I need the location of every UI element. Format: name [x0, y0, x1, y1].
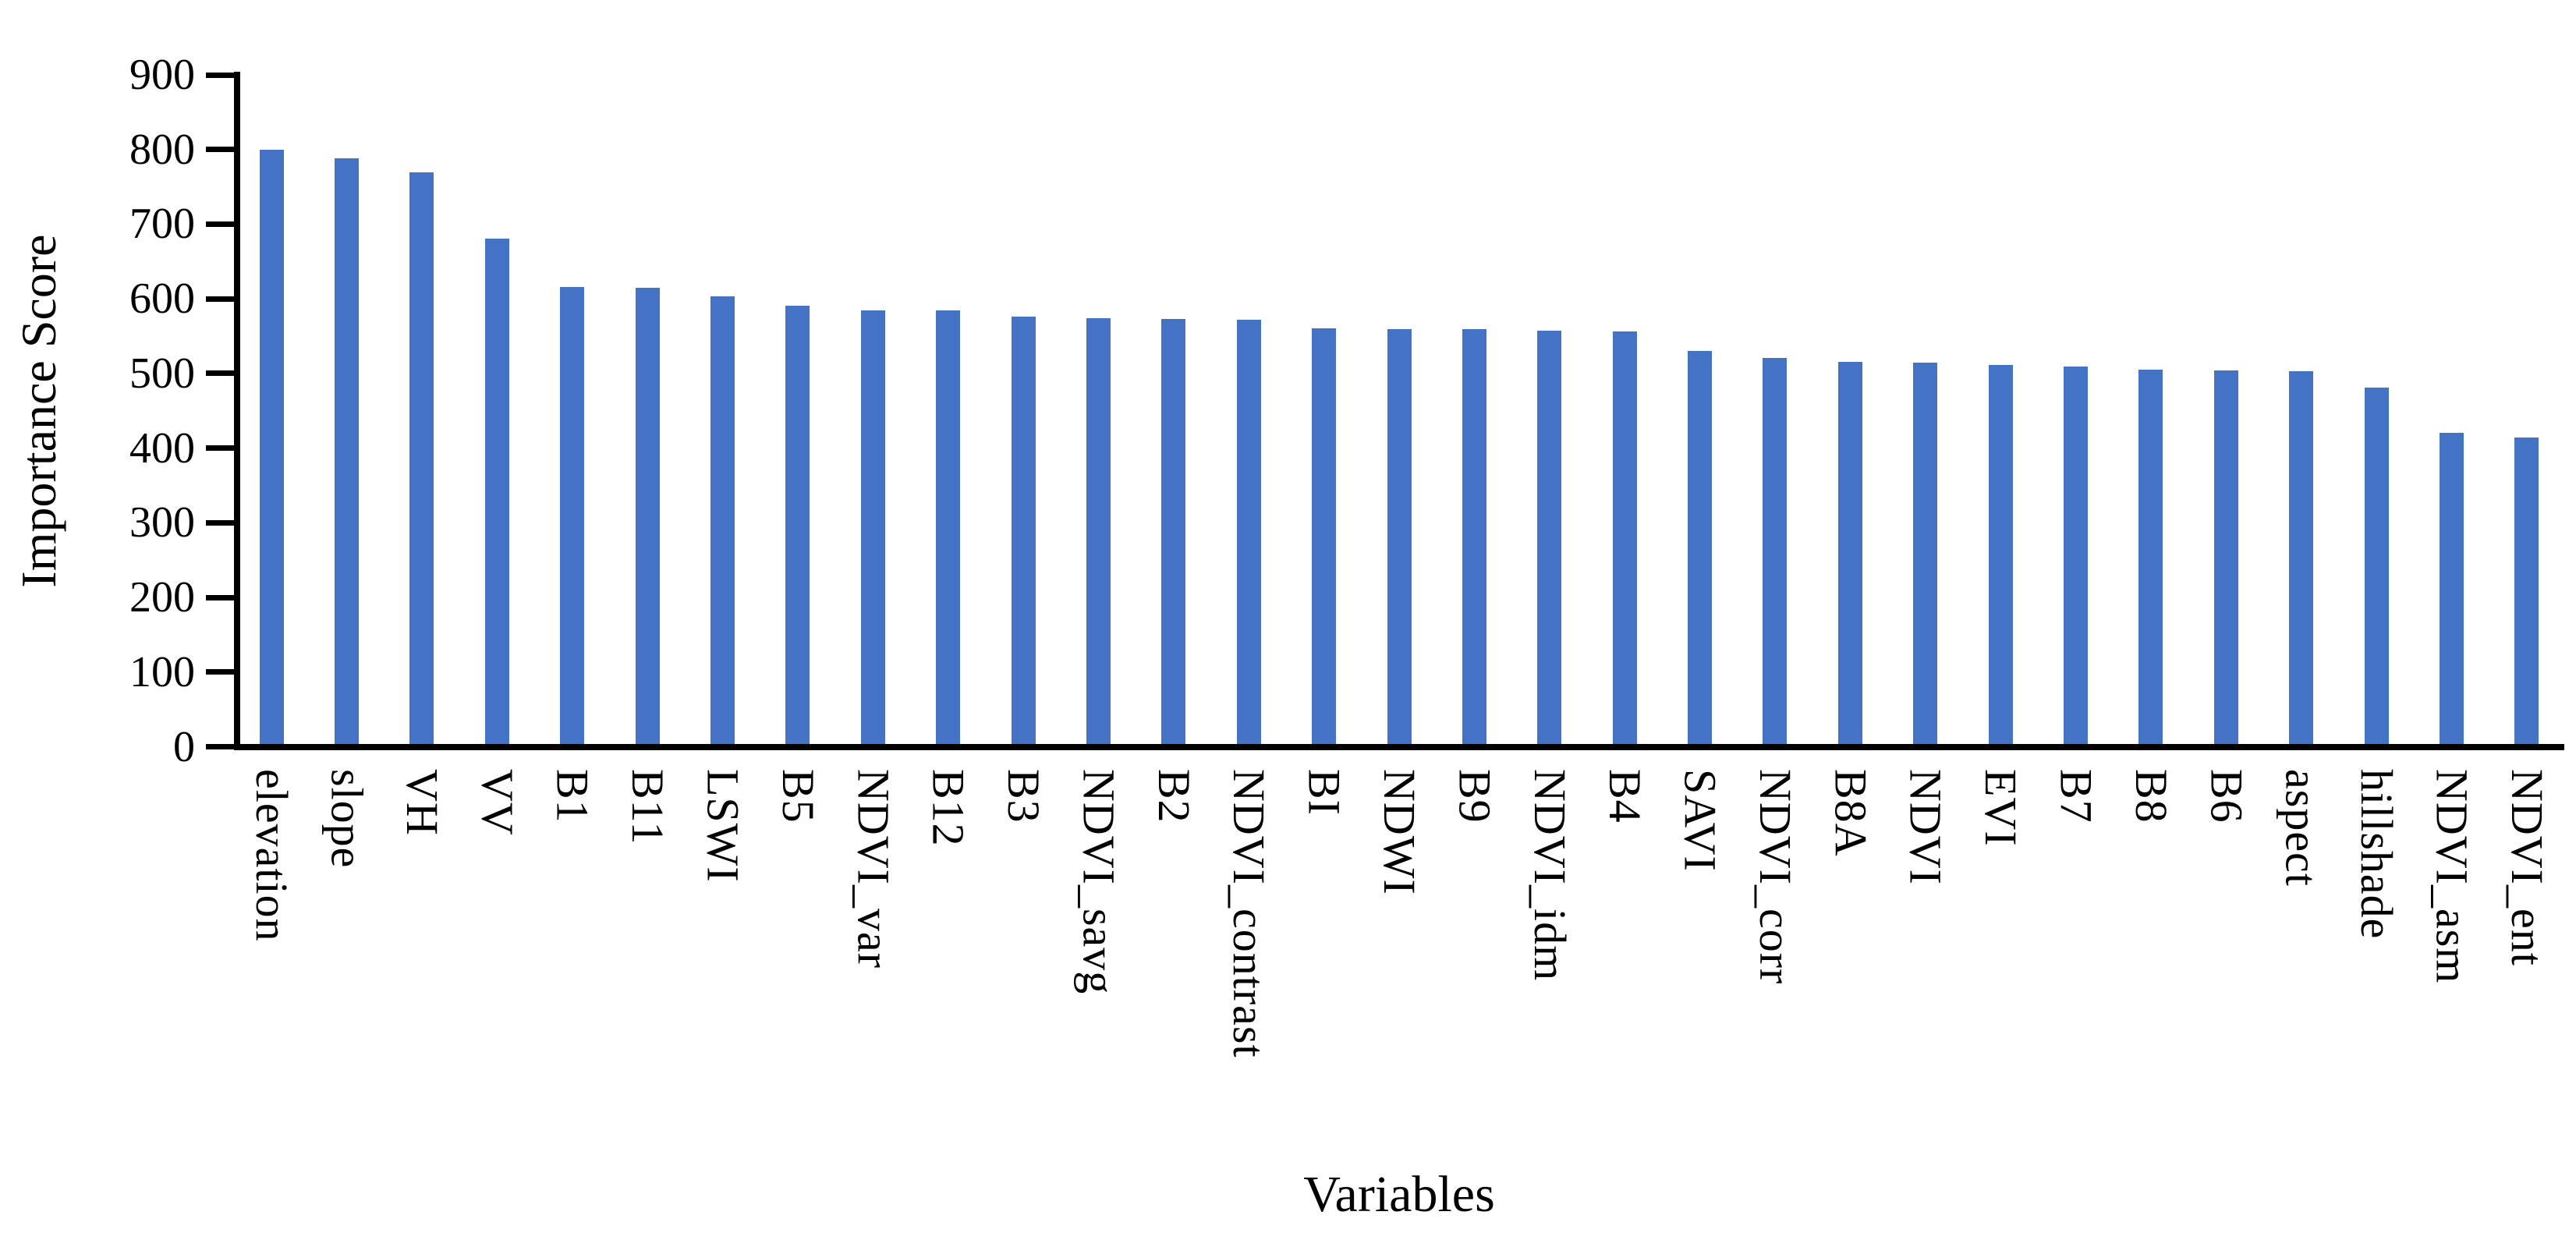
x-category-label: B11 [622, 768, 674, 845]
bar [2364, 388, 2389, 747]
bar [1537, 331, 1562, 747]
x-category-label: B12 [923, 768, 974, 847]
bar [2213, 370, 2238, 747]
y-tick-mark [206, 147, 240, 153]
bar [936, 310, 961, 747]
x-category-label: B6 [2201, 768, 2252, 824]
x-category-label: B5 [772, 768, 824, 824]
x-axis-title: Variables [1303, 1166, 1495, 1223]
bar [1763, 357, 1788, 747]
x-category-label: BI [1299, 768, 1350, 816]
bar [1011, 317, 1036, 747]
bar [1462, 329, 1486, 747]
x-category-label: B3 [998, 768, 1050, 824]
x-category-label: B4 [1600, 768, 1651, 824]
y-tick-mark [206, 594, 240, 600]
x-category-label: B7 [2050, 768, 2102, 824]
y-tick-mark [206, 296, 240, 302]
x-category-label: slope [321, 768, 373, 868]
x-category-label: NDVI_ent [2501, 768, 2553, 966]
bar [560, 286, 585, 747]
y-tick-label: 900 [129, 51, 195, 99]
bar [1688, 351, 1713, 747]
y-tick-mark [206, 370, 240, 377]
x-category-label: elevation [246, 768, 298, 942]
x-axis-line [234, 743, 2564, 750]
x-category-label: VH [396, 768, 448, 836]
bar [785, 305, 810, 747]
x-category-label: SAVI [1674, 768, 1726, 872]
x-category-label: NDWI [1374, 768, 1425, 895]
x-category-label: NDVI_contrast [1224, 768, 1275, 1058]
y-tick-label: 0 [173, 722, 195, 771]
y-tick-label: 600 [129, 275, 195, 324]
bar [335, 158, 360, 747]
y-tick-label: 700 [129, 200, 195, 249]
y-axis-line [234, 72, 240, 750]
bar [259, 149, 284, 747]
bar [1913, 362, 1938, 747]
x-category-label: EVI [1975, 768, 2027, 847]
x-category-label: B2 [1148, 768, 1199, 824]
y-tick-mark [206, 519, 240, 526]
y-tick-label: 300 [129, 498, 195, 547]
x-category-label: NDVI_savg [1073, 768, 1125, 994]
bar [1612, 331, 1637, 747]
bar [2063, 367, 2088, 747]
bar [2289, 371, 2314, 747]
y-tick-mark [206, 669, 240, 675]
x-category-label: NDVI_idm [1524, 768, 1575, 981]
bar [710, 296, 735, 747]
x-category-label: B9 [1449, 768, 1501, 824]
bar [2514, 438, 2539, 747]
bar [635, 287, 660, 747]
x-category-label: NDVI [1900, 768, 1951, 885]
x-category-label: NDVI_corr [1749, 768, 1801, 984]
x-category-label: hillshade [2351, 768, 2403, 939]
y-tick-label: 100 [129, 647, 195, 696]
y-tick-label: 500 [129, 349, 195, 398]
bar [1312, 328, 1337, 747]
bar [484, 238, 509, 747]
bar [1387, 329, 1412, 747]
y-tick-mark [206, 744, 240, 749]
x-category-label: aspect [2276, 768, 2327, 887]
x-category-label: B8 [2125, 768, 2177, 824]
bar [2138, 370, 2163, 747]
bar [1988, 365, 2013, 747]
x-category-label: LSWI [697, 768, 749, 883]
x-category-label: NDVI_asm [2426, 768, 2478, 983]
y-tick-label: 200 [129, 573, 195, 622]
bar [409, 172, 434, 747]
x-category-label: B1 [547, 768, 598, 824]
bar [860, 310, 885, 747]
bar [1161, 319, 1186, 747]
y-tick-mark [206, 72, 240, 78]
bar [2439, 433, 2464, 747]
y-tick-label: 800 [129, 125, 195, 174]
x-category-label: NDVI_var [848, 768, 899, 969]
y-tick-mark [206, 445, 240, 452]
y-tick-label: 400 [129, 423, 195, 473]
y-tick-mark [206, 221, 240, 227]
bar [1837, 361, 1862, 747]
bar [1236, 319, 1261, 747]
x-category-label: VV [472, 768, 523, 836]
bar [1086, 318, 1111, 747]
x-category-label: B8A [1825, 768, 1876, 857]
